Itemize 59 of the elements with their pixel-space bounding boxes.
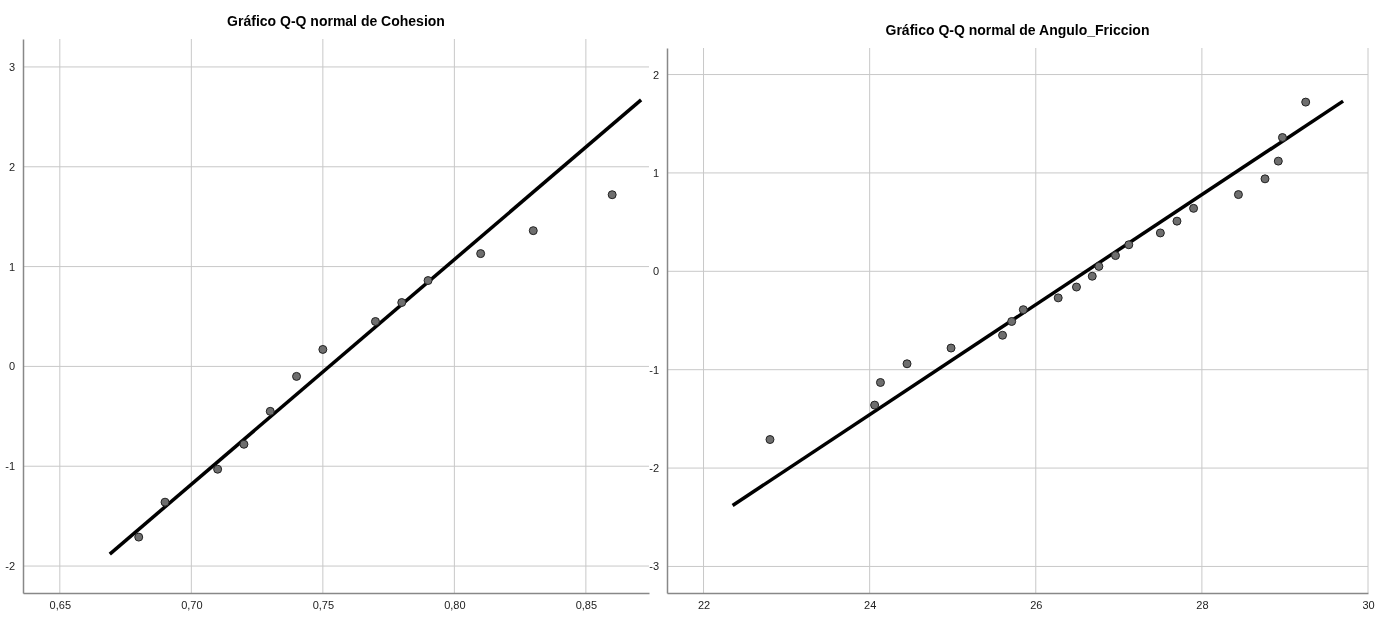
x-tick-label: 0,80 <box>444 598 466 611</box>
point <box>1094 261 1104 271</box>
point <box>870 400 880 410</box>
y-tick-label: 3 <box>8 60 15 73</box>
x-tick-label: 22 <box>697 598 711 611</box>
point <box>397 298 407 308</box>
x-tick-label: 30 <box>1362 598 1375 611</box>
y-tick-label: -1 <box>5 460 15 473</box>
x-tick-label: 0,65 <box>49 598 72 611</box>
point <box>1260 174 1270 184</box>
point <box>370 317 380 326</box>
point <box>1155 228 1165 238</box>
point <box>607 190 617 200</box>
point <box>265 406 275 416</box>
x-tick-label: 0,75 <box>312 598 335 611</box>
y-tick-label: 0 <box>8 360 15 373</box>
point <box>476 249 486 259</box>
y-tick-label: 2 <box>8 160 15 173</box>
chart-title: Gráfico Q-Q normal de Angulo_Friccion <box>885 22 1150 38</box>
point <box>213 464 223 474</box>
point <box>765 435 775 445</box>
y-tick-label: -2 <box>649 462 659 475</box>
x-tick-label: 24 <box>864 598 877 611</box>
y-tick-label: 0 <box>652 265 659 278</box>
chart-title: Gráfico Q-Q normal de Cohesion <box>227 13 445 29</box>
point <box>1172 216 1182 226</box>
y-tick-label: 2 <box>652 68 659 81</box>
point <box>134 532 144 542</box>
x-tick-label: 0,85 <box>575 598 598 611</box>
point <box>875 378 885 387</box>
point <box>1189 203 1199 213</box>
point <box>239 439 249 449</box>
point <box>946 343 956 353</box>
y-tick-label: 1 <box>8 260 15 273</box>
x-tick-label: 26 <box>1030 598 1043 611</box>
y-tick-label: -3 <box>649 560 659 573</box>
point <box>292 371 302 381</box>
y-tick-label: -1 <box>649 363 659 376</box>
point <box>1233 190 1243 200</box>
point <box>1007 317 1017 326</box>
x-tick-label: 0,70 <box>181 598 203 611</box>
point <box>1277 133 1287 142</box>
point <box>1018 305 1028 315</box>
point <box>160 497 170 507</box>
point <box>1301 97 1311 107</box>
x-tick-label: 28 <box>1196 598 1209 611</box>
point <box>423 276 433 286</box>
point <box>528 226 538 236</box>
point <box>998 330 1008 340</box>
point <box>1053 293 1063 303</box>
point <box>1111 251 1120 261</box>
point <box>1273 156 1283 166</box>
point <box>902 359 912 369</box>
y-tick-label: 1 <box>652 166 659 179</box>
point <box>318 344 328 354</box>
point <box>1071 282 1081 292</box>
point <box>1124 240 1134 250</box>
y-tick-label: -2 <box>5 560 15 573</box>
point <box>1087 271 1097 281</box>
